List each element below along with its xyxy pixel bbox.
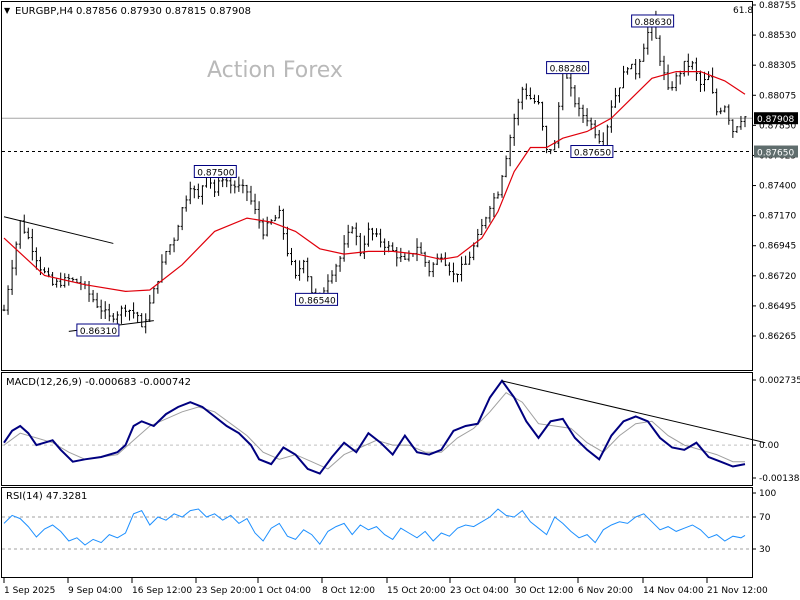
price-tick-label: 0.87400 — [759, 182, 796, 192]
rsi-title: RSI(14) 47.3281 — [6, 491, 87, 502]
swing-label: 0.88280 — [550, 65, 587, 75]
rsi-main-line — [3, 508, 746, 546]
corner-value: 61.8 — [733, 6, 753, 16]
macd-y-axis: 0.002735 0.00 -0.001384 — [752, 376, 800, 484]
price-tick-label: 0.87850 — [759, 121, 796, 131]
time-x-axis: 1 Sep 2025 9 Sep 04:00 16 Sep 12:00 23 Sep … — [3, 578, 768, 596]
price-bars — [2, 10, 747, 334]
current-price-box — [754, 112, 798, 125]
price-tick-label: 0.86945 — [759, 242, 796, 252]
macd-panel-frame — [1, 372, 753, 486]
support-price-label: 0.87650 — [757, 149, 794, 159]
price-tick-label: 0.88755 — [759, 1, 796, 11]
time-tick-label: 1 Oct 04:00 — [258, 586, 311, 596]
swing-label-box — [76, 323, 120, 337]
macd-signal-line — [3, 392, 745, 470]
time-tick-label: 14 Nov 04:00 — [643, 586, 704, 596]
dropdown-triangle-icon[interactable]: ▼ — [4, 6, 11, 15]
support-price-box — [754, 145, 798, 158]
time-tick-label: 15 Oct 20:00 — [387, 586, 446, 596]
swing-label: 0.87650 — [574, 149, 611, 159]
price-tick-label: 0.86720 — [759, 272, 796, 282]
time-tick-label: 23 Sep 20:00 — [196, 586, 256, 596]
rsi-line — [2, 508, 752, 550]
price-tick-label: 0.88075 — [759, 91, 796, 101]
time-tick-label: 30 Oct 12:00 — [515, 586, 574, 596]
symbol-label: EURGBP,H4 — [15, 6, 73, 17]
price-y-axis: 0.88755 0.88530 0.88305 0.88075 0.87850 0.876… — [752, 1, 798, 342]
swing-label-box — [295, 292, 339, 306]
price-tick-label: 0.86495 — [759, 302, 796, 312]
macd-trendline — [501, 380, 766, 444]
macd-main-line — [3, 379, 746, 475]
rsi-y-axis: 100 70 30 — [752, 489, 776, 555]
price-tick-label: 0.88530 — [759, 31, 796, 41]
price-levels — [2, 117, 752, 153]
ohlc-values: 0.87856 0.87930 0.87815 0.87908 — [76, 6, 251, 17]
time-tick-label: 1 Sep 2025 — [4, 586, 55, 596]
time-tick-label: 23 Oct 04:00 — [450, 586, 509, 596]
time-tick-label: 9 Sep 04:00 — [68, 586, 123, 596]
swing-label-box — [193, 164, 237, 178]
price-tick-label: 0.86265 — [759, 332, 796, 342]
swing-label-box — [546, 61, 590, 75]
time-tick-label: 21 Nov 12:00 — [707, 586, 768, 596]
swing-label: 0.86540 — [299, 296, 336, 306]
price-tick-label: 0.88305 — [759, 61, 796, 71]
time-tick-label: 16 Sep 12:00 — [132, 586, 192, 596]
current-price-label: 0.87908 — [757, 115, 794, 125]
price-tick-label: 0.87170 — [759, 212, 796, 222]
price-trendlines — [3, 216, 154, 332]
rsi-tick-label: 100 — [759, 489, 776, 499]
swing-labels: 0.88630 0.88280 0.87500 0.87650 0.86540 0.863… — [76, 14, 675, 337]
swing-label-box — [570, 145, 614, 159]
macd-tick-label: 0.002735 — [759, 376, 800, 386]
swing-label: 0.86310 — [80, 327, 117, 337]
macd-lines — [2, 379, 766, 475]
price-panel-frame — [1, 1, 753, 371]
watermark: Action Forex — [207, 58, 343, 83]
macd-title: MACD(12,26,9) -0.000683 -0.000742 — [6, 377, 191, 388]
rsi-panel-frame — [1, 487, 753, 578]
macd-tick-label: 0.00 — [759, 441, 779, 451]
macd-tick-label: -0.001384 — [759, 474, 800, 484]
trendline — [3, 216, 114, 244]
swing-label: 0.88630 — [635, 18, 672, 28]
moving-average-line — [3, 70, 746, 293]
time-tick-label: 8 Oct 12:00 — [322, 586, 375, 596]
rsi-tick-label: 70 — [759, 513, 771, 523]
swing-label-box — [631, 14, 675, 28]
moving-average — [3, 70, 746, 293]
swing-label: 0.87500 — [197, 168, 234, 178]
rsi-tick-label: 30 — [759, 545, 771, 555]
time-tick-label: 6 Nov 20:00 — [578, 586, 633, 596]
